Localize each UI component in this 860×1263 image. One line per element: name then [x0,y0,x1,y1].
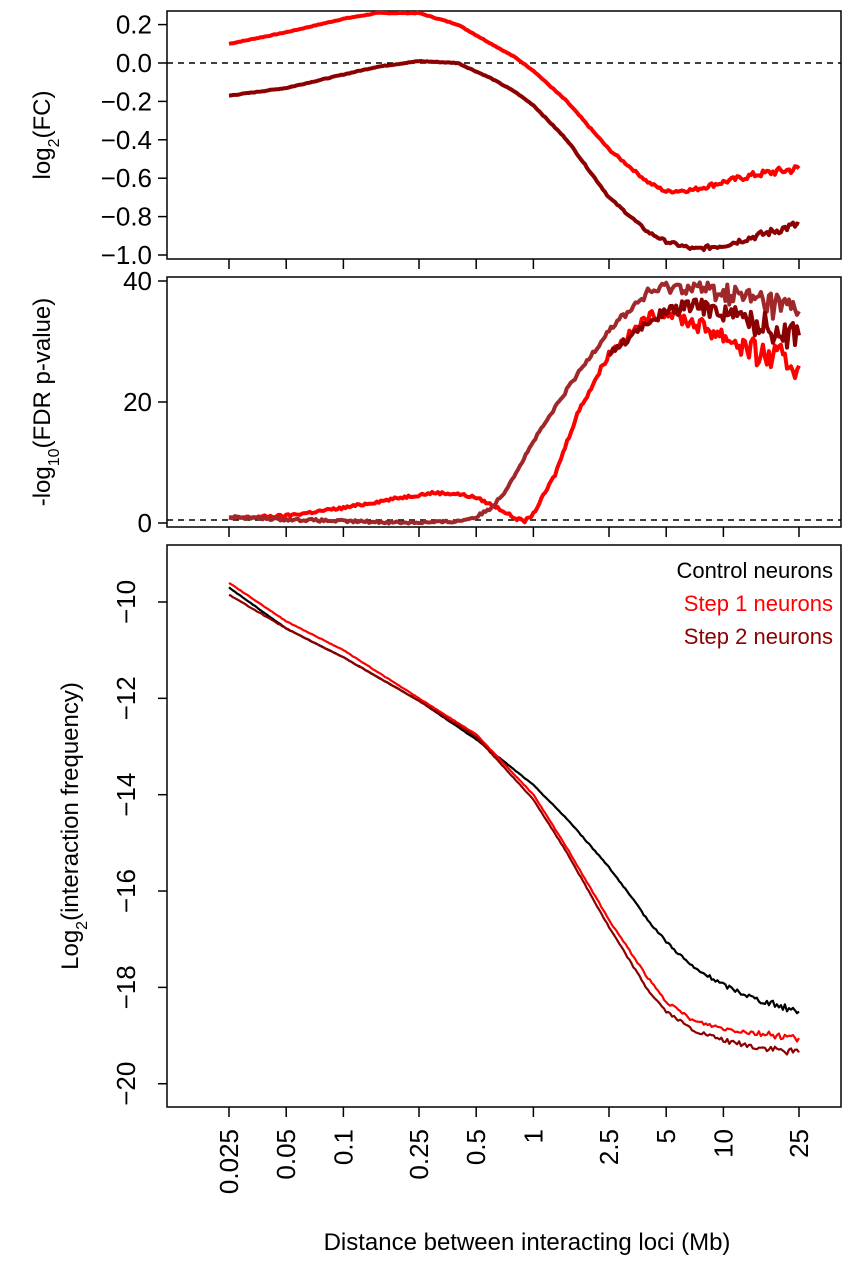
y-tick-label: −0.4 [101,125,152,155]
panel-1: 0.2 0.0 −0.2 −0.4 −0.6 −0.8 −1.0 log2(FC) [29,10,842,270]
y-axis-title: log2(FC) [29,91,63,180]
y-tick-label: −0.8 [101,202,152,232]
x-tick-label: 25 [784,1129,814,1158]
y-axis-title-rest: (interaction frequency) [57,682,84,921]
y-tick-label: −12 [111,676,141,720]
y-tick-label: 0 [138,508,152,538]
y-tick-label: −0.6 [101,163,152,193]
series-line-step1 [228,306,801,525]
y-tick-label: −14 [111,773,141,817]
y-axis-title: -log10(FDR p-value) [29,298,63,507]
series-line-step2 [607,297,801,358]
y-axis-title-base: -log [29,466,56,506]
legend-label-step2: Step 2 neurons [684,624,833,649]
y-axis-title-subscript: 2 [74,921,91,930]
y-tick-label: 20 [123,387,152,417]
y-axis-title-base: Log [57,930,84,970]
series-line-step2_fdr [228,280,801,526]
y-tick-label: −18 [111,965,141,1009]
y-axis-title-rest: (FDR p-value) [29,298,56,449]
y-axis-title-base: log [29,147,56,179]
x-tick-label: 0.025 [214,1129,244,1194]
series-line-control [228,586,800,1015]
y-tick-label: 0.2 [116,10,152,40]
x-tick-label: 10 [708,1129,738,1158]
x-tick-label: 0.1 [328,1129,358,1165]
panel-2: 40 20 0 -log10(FDR p-value) [29,266,842,538]
x-tick-label: 1 [518,1129,548,1143]
series-line-step2 [228,59,800,252]
y-tick-label: −1.0 [101,240,152,270]
series-line-step2 [228,593,800,1056]
panel-3: −10 −12 −14 −16 −18 −20 0.025 0.05 0.1 0.25 0.5 1 2.… [57,544,842,1194]
y-axis-title-subscript: 10 [46,448,63,466]
legend-label-step1: Step 1 neurons [684,591,833,616]
plot-frame [166,10,842,260]
x-tick-label: 5 [651,1129,681,1143]
y-axis-title-rest: (FC) [29,91,56,139]
y-tick-label: 40 [123,266,152,296]
y-axis-title-subscript: 2 [46,138,63,147]
y-tick-label: 0.0 [116,48,152,78]
x-tick-label: 0.5 [461,1129,491,1165]
series-line-step1 [228,10,801,195]
y-tick-label: −10 [111,580,141,624]
y-tick-label: −0.2 [101,86,152,116]
x-tick-label: 0.25 [404,1129,434,1180]
y-axis-title: Log2(interaction frequency) [57,682,91,970]
plot-frame [166,544,842,1108]
x-tick-label: 2.5 [594,1129,624,1165]
y-tick-label: −20 [111,1062,141,1106]
x-tick-label: 0.05 [271,1129,301,1180]
x-axis-title: Distance between interacting loci (Mb) [324,1229,731,1256]
legend-label-control: Control neurons [676,558,833,583]
chart-panels: 0.20.0−0.2−0.4−0.6−0.8−1.0log2(FC)40200-… [29,10,842,1194]
series-line-step1 [228,581,800,1043]
y-tick-label: −16 [111,869,141,913]
